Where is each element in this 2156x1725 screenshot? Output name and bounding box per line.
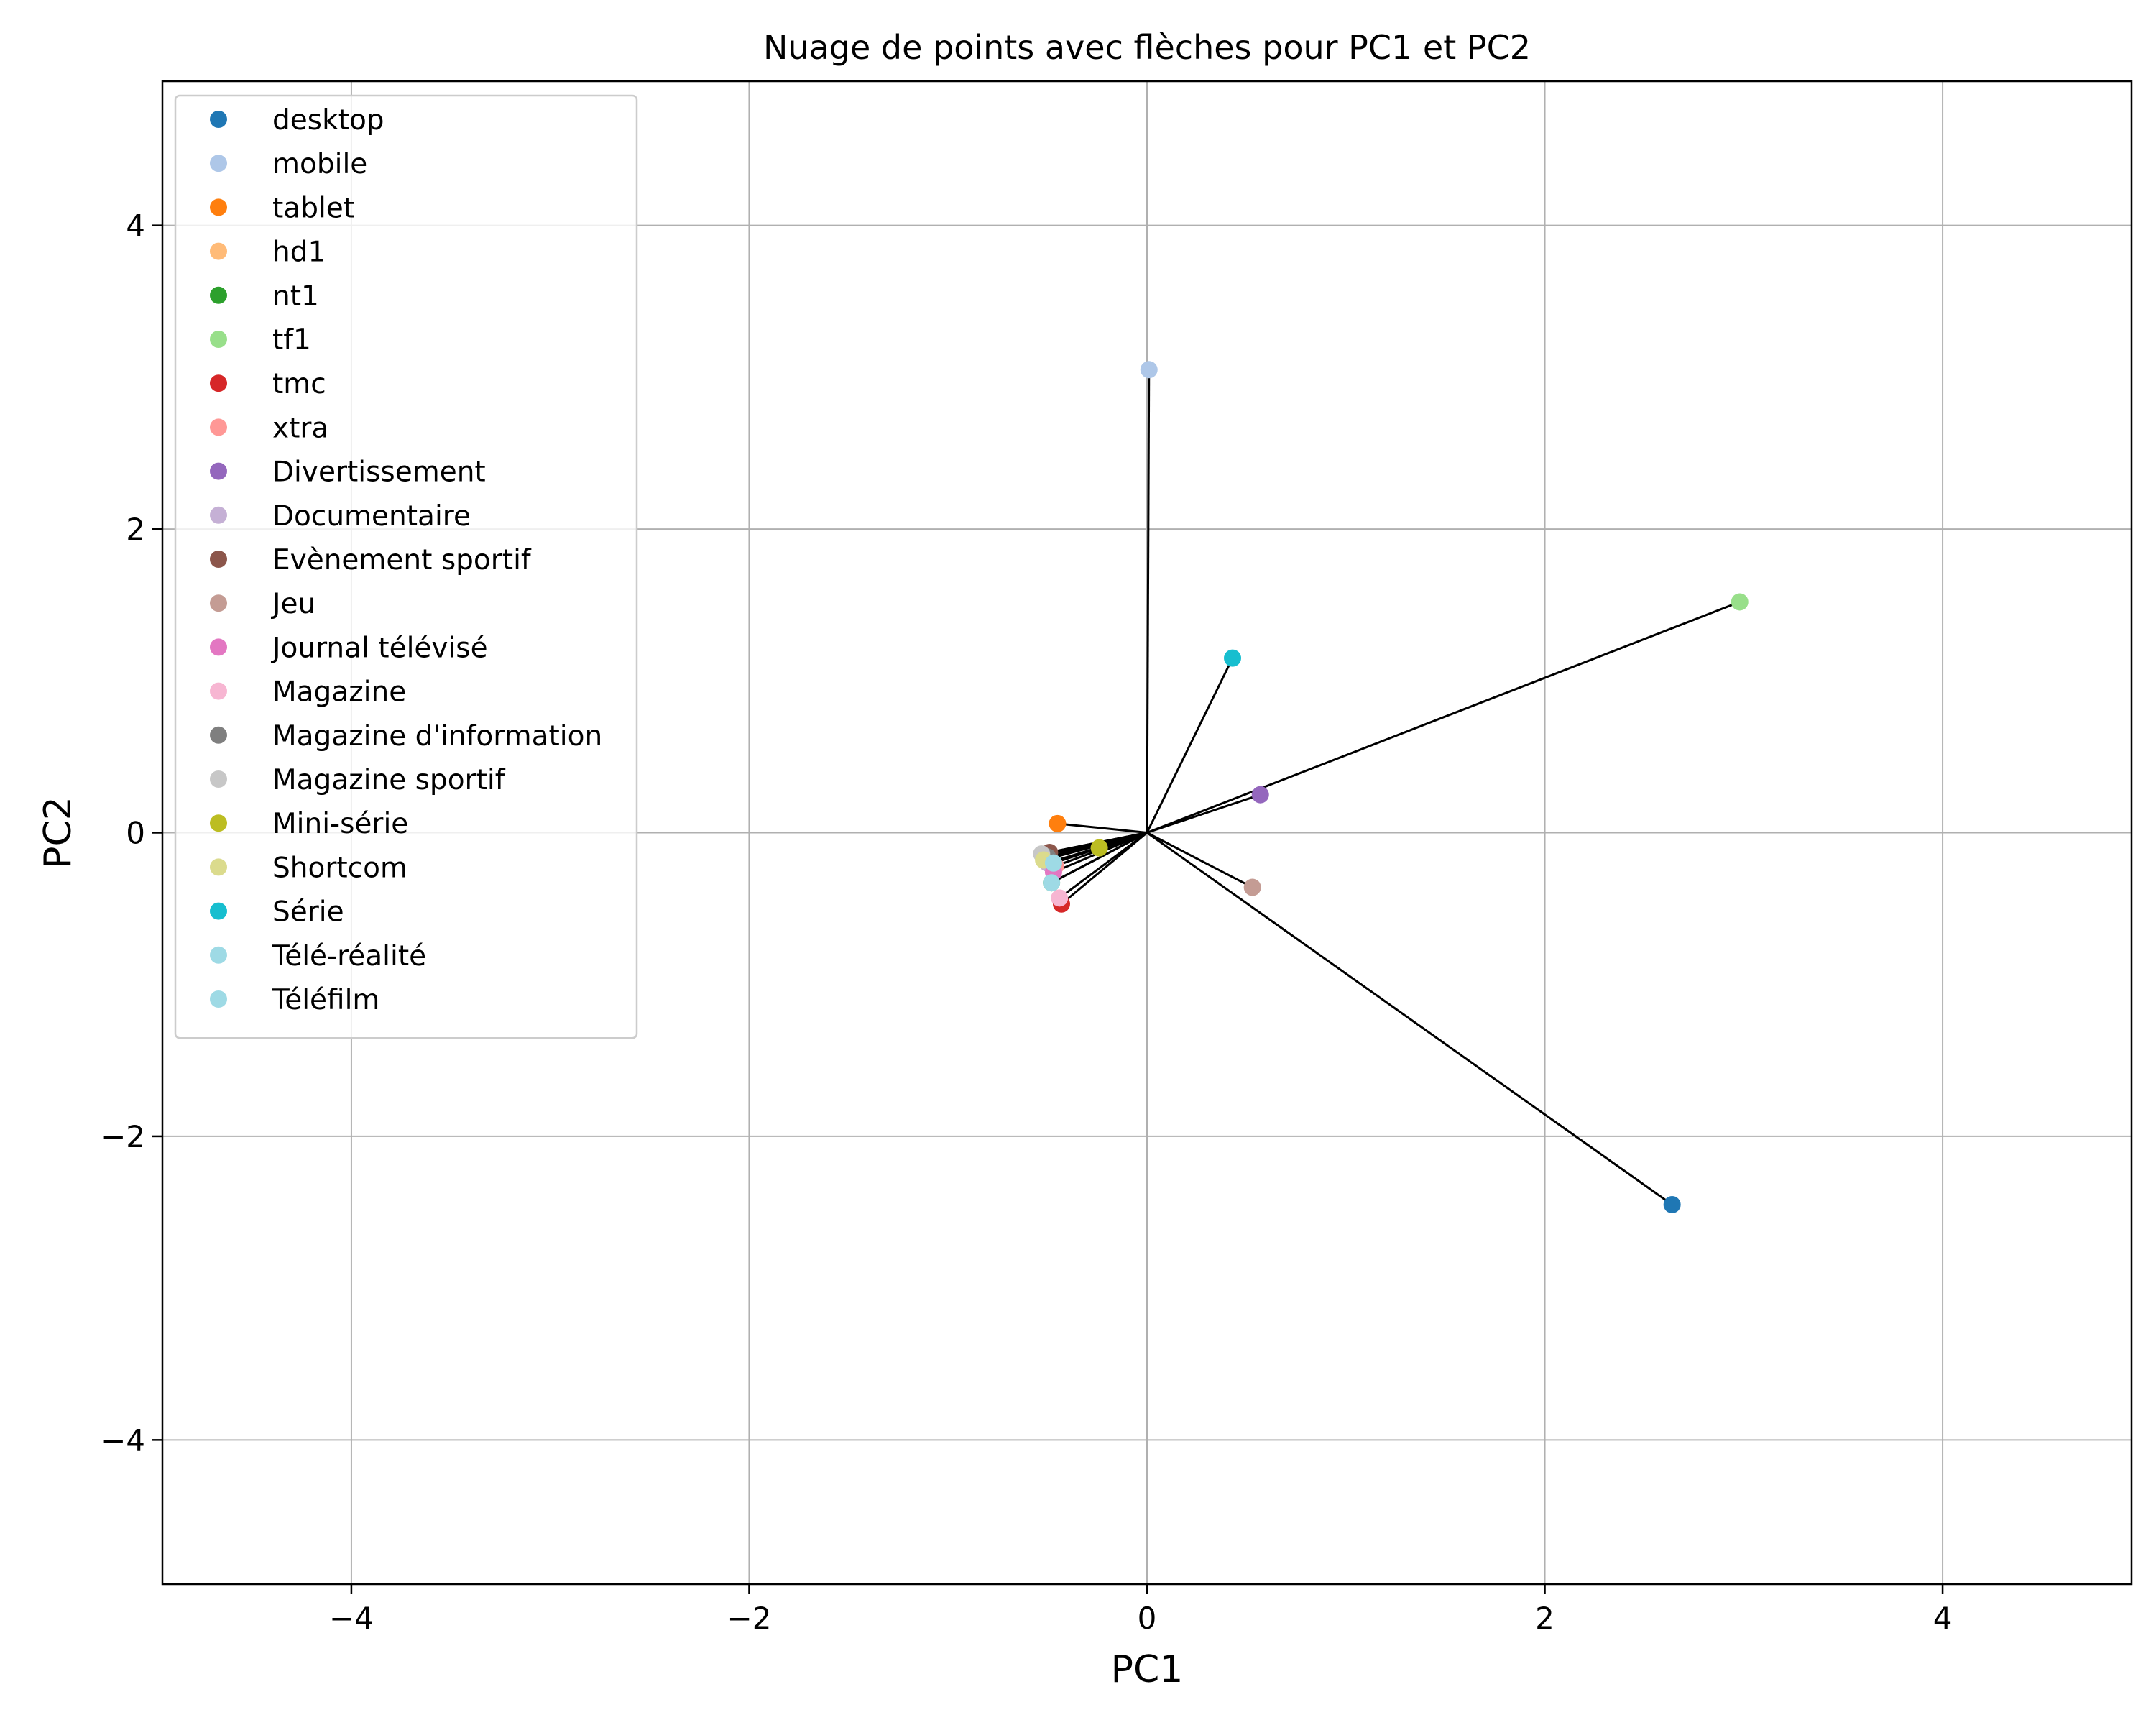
legend-marker [210, 418, 227, 436]
y-axis-label: PC2 [37, 796, 80, 869]
legend-marker [210, 155, 227, 172]
legend-label: Divertissement [272, 456, 486, 489]
chart-title: Nuage de points avec flèches pour PC1 et… [763, 28, 1531, 67]
point-serie [1224, 649, 1242, 667]
arrow-tf1 [1146, 601, 1741, 834]
x-tick-label: 0 [1138, 1601, 1157, 1636]
legend-marker [210, 726, 227, 744]
legend-label: Documentaire [272, 500, 471, 533]
point-tele-realite [1044, 854, 1062, 872]
legend-label: Téléfilm [272, 984, 379, 1016]
x-axis-label: PC1 [1111, 1648, 1184, 1691]
legend-label: nt1 [272, 280, 319, 313]
legend-label: tablet [272, 192, 354, 224]
x-tick-label: −4 [329, 1601, 374, 1636]
point-mini-serie [1090, 839, 1108, 857]
legend-label: Télé-réalité [272, 940, 426, 972]
legend-label: Shortcom [272, 852, 407, 884]
legend-marker [210, 814, 227, 832]
legend-marker [210, 902, 227, 920]
legend-label: tmc [272, 368, 326, 400]
legend-label: Magazine sportif [272, 764, 506, 796]
legend-marker [210, 111, 227, 128]
arrow-telefilm [1051, 832, 1148, 884]
arrow-magazine [1059, 832, 1148, 899]
legend-label: Jeu [270, 588, 315, 620]
legend-label: desktop [272, 104, 384, 137]
legend-marker [210, 242, 227, 260]
x-tick-label: 4 [1933, 1601, 1953, 1636]
legend-label: xtra [272, 412, 328, 444]
legend-marker [210, 770, 227, 788]
legend-marker [210, 638, 227, 656]
point-desktop [1663, 1195, 1681, 1213]
legend-label: Série [272, 896, 344, 929]
legend-marker [210, 594, 227, 612]
point-mobile [1140, 361, 1158, 379]
legend-marker [210, 198, 227, 216]
arrow-mobile [1146, 369, 1151, 833]
legend-box [174, 94, 638, 1039]
grid-lines [162, 81, 2132, 1584]
x-tick-label: −2 [727, 1601, 772, 1636]
legend: desktop mobile tablet hd1 nt1 tf1 tmc xtra Diver… [174, 94, 638, 1039]
point-tf1 [1731, 593, 1749, 611]
y-tick-label: 2 [126, 512, 145, 547]
y-tick-label: −2 [101, 1119, 145, 1154]
arrow-divertissement [1146, 794, 1261, 834]
legend-label: Magazine d'information [272, 720, 602, 753]
legend-label: Magazine [272, 676, 406, 709]
y-tick-label: −4 [101, 1422, 145, 1458]
legend-marker [210, 286, 227, 304]
arrow-serie [1146, 657, 1234, 834]
data-points [1033, 361, 1749, 1213]
y-tick-label: 0 [126, 816, 145, 851]
legend-label: hd1 [272, 236, 326, 269]
legend-label: Evènement sportif [272, 544, 532, 576]
axis-ticks: −4 −2 0 2 4 −4 −2 0 2 4 [101, 208, 1952, 1636]
legend-marker [210, 946, 227, 964]
arrow-jeu [1146, 832, 1253, 888]
legend-label: Mini-série [272, 808, 408, 840]
arrow-tablet [1057, 822, 1148, 834]
point-magazine [1051, 889, 1069, 907]
legend-marker [210, 858, 227, 876]
legend-label: Journal télévisé [270, 632, 488, 664]
legend-label: tf1 [272, 324, 311, 356]
legend-marker [210, 990, 227, 1008]
point-jeu [1243, 878, 1261, 896]
legend-marker [210, 374, 227, 392]
legend-marker [210, 462, 227, 480]
y-tick-label: 4 [126, 208, 145, 244]
point-divertissement [1251, 786, 1269, 804]
x-tick-label: 2 [1535, 1601, 1554, 1636]
point-telefilm [1043, 874, 1061, 892]
legend-label: mobile [272, 148, 367, 180]
point-tablet [1049, 814, 1067, 832]
legend-marker [210, 506, 227, 524]
legend-marker [210, 682, 227, 700]
legend-marker [210, 331, 227, 348]
legend-marker [210, 551, 227, 568]
arrow-desktop [1146, 832, 1673, 1206]
